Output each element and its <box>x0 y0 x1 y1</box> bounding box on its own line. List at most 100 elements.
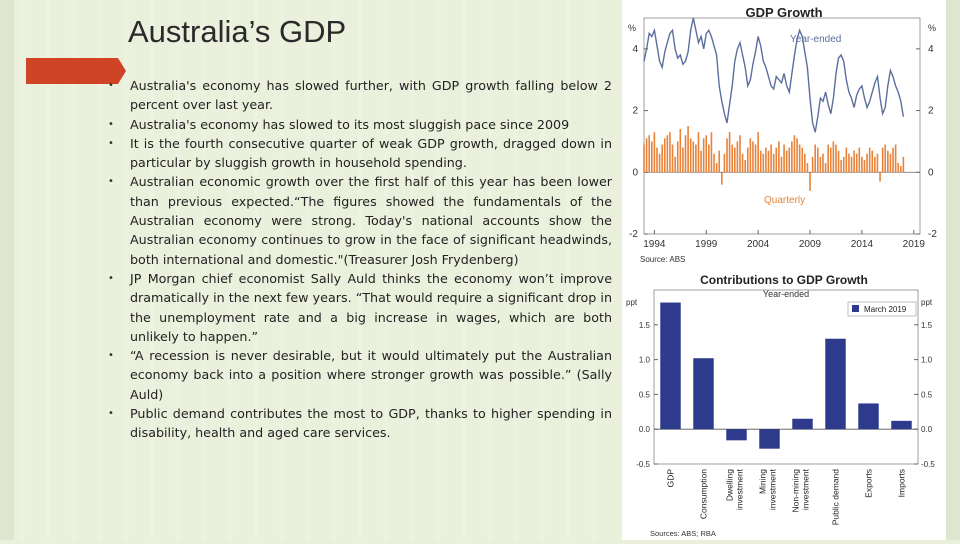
quarterly-bar <box>806 163 809 173</box>
y-tick-label-left: 0.0 <box>639 425 651 434</box>
quarterly-bar <box>757 132 759 173</box>
quarterly-bar <box>848 153 850 173</box>
y-tick-label-left: -0.5 <box>636 460 650 469</box>
contribution-bar <box>858 403 879 430</box>
category-label-line: Imports <box>897 469 907 497</box>
y-axis-label-left: % <box>628 23 636 33</box>
quarterly-bar <box>835 144 837 173</box>
quarterly-bar <box>837 150 840 173</box>
contribution-bar <box>726 429 747 441</box>
quarterly-bar <box>767 150 770 173</box>
quarterly-bar <box>731 144 733 173</box>
quarterly-bar <box>759 150 762 173</box>
bullet-dot: • <box>108 408 114 420</box>
quarterly-bar <box>684 135 687 173</box>
contribution-bar <box>792 418 813 430</box>
quarterly-bar <box>819 156 822 173</box>
category-label-line: investment <box>801 468 811 510</box>
y-tick-label-right: 2 <box>928 106 934 117</box>
bullet-dot: • <box>108 80 114 91</box>
y-tick-label-right: 1.0 <box>921 356 933 365</box>
left-margin-bar <box>0 0 14 540</box>
y-tick-label-left: 0.5 <box>639 390 651 399</box>
bullet-item: • “A recession is never desirable, but it… <box>108 346 612 404</box>
quarterly-bar <box>739 135 741 173</box>
bullet-text: Australia's economy has slowed to its mo… <box>130 116 570 132</box>
y-tick-label-right: 0.0 <box>921 425 933 434</box>
quarterly-bar <box>705 135 708 173</box>
quarterly-bar <box>702 138 705 173</box>
quarterly-bar <box>736 141 739 173</box>
y-tick-label-right: 1.5 <box>921 321 933 330</box>
year-ended-line <box>643 17 905 133</box>
quarterly-bar <box>780 156 783 173</box>
category-label: Dwellinginvestment <box>725 468 745 510</box>
quarterly-bar <box>861 156 863 173</box>
bullet-dot: • <box>108 137 114 149</box>
legend-label: March 2019 <box>864 305 907 314</box>
quarterly-bar <box>871 150 874 173</box>
y-tick-label-left: 1.5 <box>639 321 651 330</box>
quarterly-bar <box>754 144 757 173</box>
quarterly-bar <box>772 153 775 173</box>
quarterly-bar <box>775 147 778 173</box>
x-tick-label: 2004 <box>747 239 770 250</box>
contribution-bar <box>825 338 846 430</box>
quarterly-bar <box>881 147 884 173</box>
bullet-text: It is the fourth consecutive quarter of … <box>130 135 612 171</box>
quarterly-bar <box>858 147 861 173</box>
bullet-dot: • <box>108 350 114 362</box>
slide-title: Australia’s GDP <box>128 14 347 49</box>
quarterly-bar <box>749 138 752 173</box>
quarterly-bar <box>658 153 661 173</box>
quarterly-bar <box>814 144 817 173</box>
y-tick-label-right: 0.5 <box>921 390 933 399</box>
quarterly-bar <box>845 147 848 173</box>
quarterly-bar <box>783 144 785 173</box>
x-tick-label: 2014 <box>851 239 874 250</box>
contribution-bar <box>759 429 780 449</box>
quarterly-bar <box>884 144 887 173</box>
y-tick-label-left: 0 <box>632 167 638 178</box>
quarterly-bar <box>682 147 684 173</box>
series-label-year-ended: Year-ended <box>790 34 841 45</box>
quarterly-bar <box>791 141 793 173</box>
legend-swatch <box>852 305 859 312</box>
plot-frame <box>643 17 921 235</box>
quarterly-bar <box>666 135 669 173</box>
quarterly-bar <box>902 156 905 173</box>
quarterly-bar <box>892 147 894 173</box>
quarterly-bar <box>752 141 754 173</box>
category-label-line: Non-mining <box>791 469 801 513</box>
x-tick-label: 1994 <box>643 239 666 250</box>
bullet-text: “A recession is never desirable, but it … <box>130 348 612 402</box>
quarterly-bar <box>887 150 889 173</box>
quarterly-bar <box>770 144 772 173</box>
x-tick-label: 2019 <box>903 239 926 250</box>
category-label-line: investment <box>768 468 778 510</box>
quarterly-bar <box>671 144 674 173</box>
bullet-dot: • <box>108 118 114 130</box>
quarterly-bar <box>855 153 858 173</box>
quarterly-bar <box>643 144 645 173</box>
quarterly-bar <box>676 141 679 173</box>
contribution-bar <box>693 358 714 430</box>
chart-title: GDP Growth <box>745 5 822 20</box>
quarterly-bar <box>692 141 695 173</box>
quarterly-bar <box>695 144 697 173</box>
right-margin-bar <box>946 0 960 540</box>
quarterly-bar <box>827 144 829 173</box>
quarterly-bar <box>866 153 868 173</box>
y-tick-label-left: -2 <box>629 229 638 240</box>
quarterly-bar <box>879 172 881 182</box>
category-label-line: Consumption <box>699 469 709 519</box>
quarterly-bar <box>728 132 731 173</box>
category-label: Mininginvestment <box>758 468 778 510</box>
category-label: Imports <box>897 469 907 497</box>
quarterly-bar <box>897 163 900 173</box>
quarterly-bar <box>785 150 788 173</box>
bullet-item: • Australia's economy has slowed further,… <box>108 76 612 115</box>
quarterly-bar <box>868 147 871 173</box>
category-label-line: investment <box>735 468 745 510</box>
quarterly-bar <box>850 156 853 173</box>
